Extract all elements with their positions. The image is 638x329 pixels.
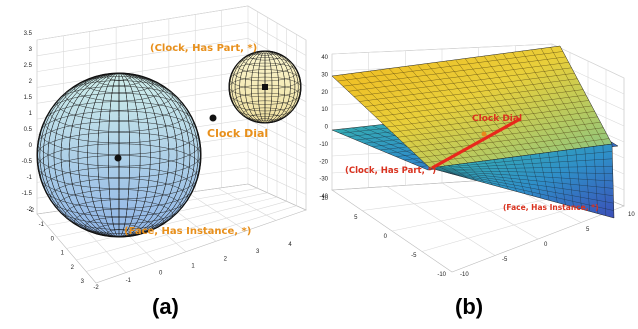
z-tick-label: 1 (29, 111, 33, 117)
z-tick-label: -30 (319, 177, 328, 183)
right-axis-tick-label: -10 (460, 272, 469, 278)
left-axis-tick-label: -10 (437, 272, 446, 278)
sphere-center-point (114, 154, 122, 162)
panel-a-z-ticks: 3.5 3 2.5 2 1.5 1 0.5 0 -0.5 -1 -1.5 -2 (22, 31, 33, 213)
clock-dial-point (209, 114, 217, 122)
z-tick-label: -1 (27, 175, 33, 181)
left-axis-tick-label: 10 (321, 196, 328, 202)
x-tick-label: 3 (256, 249, 260, 255)
label-clock-dial-b: Clock Dial (472, 114, 522, 124)
label-face-has-instance-b: (Face, Has Instance, *) (503, 203, 599, 212)
z-tick-label: 0 (325, 125, 329, 131)
z-tick-label: 1.5 (24, 95, 33, 101)
label-clock-dial-a: Clock Dial (207, 127, 268, 140)
y-tick-label: 3 (81, 279, 85, 285)
z-tick-label: -1.5 (22, 191, 33, 197)
right-axis-tick-label: 5 (586, 227, 590, 233)
clock-has-part-plane (331, 45, 613, 169)
label-clock-has-part-b: (Clock, Has Part, *) (345, 166, 436, 176)
panel-a: 3.5 3 2.5 2 1.5 1 0.5 0 -0.5 -1 -1.5 -2 -2 -1 0 1 2 3 4 -… (22, 5, 307, 319)
z-tick-label: 20 (321, 90, 328, 96)
x-tick-label: -1 (126, 278, 132, 284)
z-tick-label: 10 (321, 107, 328, 113)
z-tick-label: 2.5 (24, 63, 33, 69)
left-axis-tick-label: 5 (354, 215, 358, 221)
y-tick-label: -2 (29, 208, 35, 214)
y-tick-label: 0 (51, 236, 55, 242)
z-tick-label: 0 (29, 143, 33, 149)
z-tick-label: -20 (319, 159, 328, 165)
z-tick-label: 30 (321, 72, 328, 78)
panel-b-left-ticks: 10 5 0 -5 -10 (321, 196, 446, 278)
z-tick-label: -40 (319, 194, 328, 200)
y-tick-label: 2 (71, 265, 75, 271)
panel-b-right-ticks: 10 5 0 -5 -10 (460, 212, 635, 278)
z-tick-label: 0.5 (24, 127, 33, 133)
clock-has-part-sphere (228, 50, 302, 124)
label-face-has-instance-a: (Face, Has Instance, *) (124, 226, 251, 237)
caption-b: (b) (455, 294, 483, 319)
clock-dial-point-b (481, 131, 487, 137)
x-tick-label: 0 (159, 271, 163, 277)
x-tick-label: 1 (191, 264, 195, 270)
y-tick-label: 1 (61, 251, 65, 257)
panel-a-x-ticks: -2 -1 0 1 2 3 4 (93, 242, 292, 291)
x-tick-label: 2 (224, 256, 228, 262)
x-tick-label: -2 (93, 285, 99, 291)
sphere-center-point (262, 84, 268, 90)
z-tick-label: 40 (321, 55, 328, 61)
right-axis-tick-label: 10 (628, 212, 635, 218)
caption-a: (a) (152, 294, 179, 319)
z-tick-label: 3.5 (24, 31, 33, 37)
intersection-line (431, 117, 521, 170)
label-clock-has-part-a: (Clock, Has Part, *) (150, 43, 257, 54)
panel-a-y-ticks: -2 -1 0 1 2 3 (29, 208, 85, 285)
z-tick-label: -2 (27, 207, 33, 213)
panel-b-z-ticks: 40 30 20 10 0 -10 -20 -30 -40 (319, 55, 328, 200)
z-tick-label: -0.5 (22, 159, 33, 165)
left-axis-tick-label: 0 (384, 234, 388, 240)
z-tick-label: 3 (29, 47, 33, 53)
right-axis-tick-label: -5 (502, 257, 508, 263)
panel-b: 40 30 20 10 0 -10 -20 -30 -40 10 5 0 -5 -10 10 5 0 -5 -1… (319, 43, 635, 319)
right-axis-tick-label: 0 (544, 242, 548, 248)
x-tick-label: 4 (288, 242, 292, 248)
face-has-instance-plane-front (429, 143, 615, 219)
z-tick-label: -10 (319, 142, 328, 148)
left-axis-tick-label: -5 (411, 253, 417, 259)
face-has-instance-sphere (36, 72, 202, 238)
z-tick-label: 2 (29, 79, 33, 85)
y-tick-label: -1 (39, 222, 45, 228)
